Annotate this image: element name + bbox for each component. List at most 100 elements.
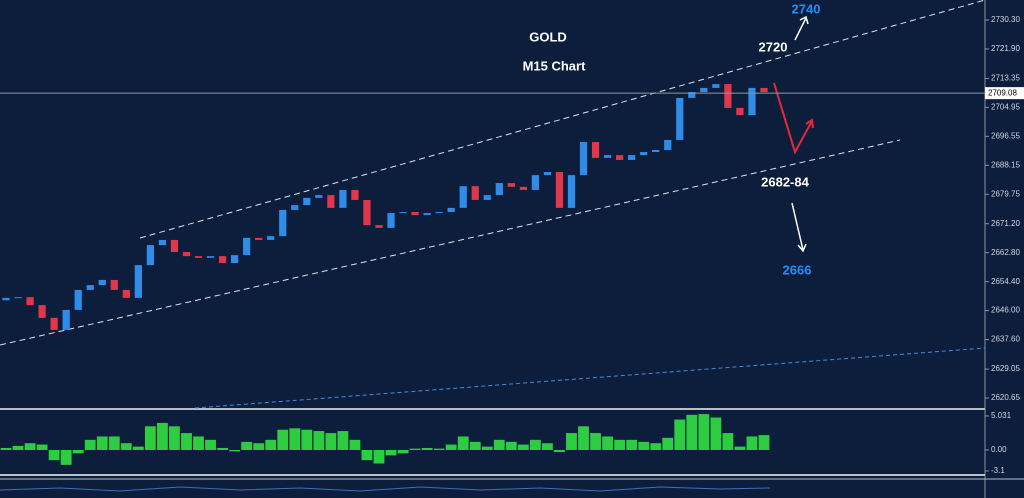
candle: [122, 289, 130, 298]
candle: [243, 237, 251, 256]
histogram-bar: [24, 443, 36, 450]
histogram-bar: [265, 439, 277, 450]
chart-title: GOLD: [529, 29, 567, 44]
histogram-bar: [421, 447, 433, 450]
candle: [231, 255, 239, 264]
candle: [315, 195, 323, 198]
candle: [676, 97, 684, 140]
histogram-bar: [313, 431, 325, 450]
y-tick-label: 2704.95: [991, 102, 1020, 111]
y-tick-label: 2654.40: [991, 277, 1020, 286]
candle: [616, 155, 624, 160]
candle: [724, 84, 732, 108]
candle: [351, 189, 359, 200]
histogram-bar: [349, 439, 361, 450]
candle: [688, 92, 696, 98]
histogram-bar: [253, 443, 265, 450]
y-tick-label: -3.1: [991, 466, 1005, 475]
histogram-bar: [229, 449, 241, 452]
candle: [603, 155, 612, 158]
histogram-bar: [662, 437, 674, 450]
histogram-bar: [181, 433, 192, 450]
candle: [471, 186, 479, 200]
histogram-bar: [746, 436, 758, 450]
histogram-bar: [457, 436, 469, 450]
bottom-indicator: [0, 486, 771, 492]
histogram-bar: [157, 422, 168, 450]
y-tick-label: 5.031: [991, 411, 1012, 420]
candle: [652, 149, 660, 153]
histogram-bar: [120, 443, 132, 450]
candle: [447, 207, 455, 213]
y-tick-label: 2629.05: [991, 364, 1020, 373]
candle: [50, 317, 58, 330]
histogram-bar: [373, 449, 385, 464]
histogram-bar: [169, 426, 180, 450]
histogram-bar: [542, 443, 553, 450]
histogram-bar: [529, 439, 541, 450]
candle: [640, 152, 648, 156]
candle: [531, 175, 539, 190]
histogram-bar: [698, 414, 710, 450]
histogram-bar: [132, 446, 144, 450]
histogram-bar: [638, 441, 650, 450]
histogram-bar: [48, 449, 60, 461]
candle: [146, 245, 154, 266]
histogram-bar: [325, 433, 337, 450]
histogram-bar: [361, 449, 373, 461]
histogram-bar: [734, 446, 746, 450]
candle: [98, 279, 106, 286]
histogram-bar: [36, 444, 48, 450]
candle: [327, 195, 335, 208]
candle: [38, 305, 46, 318]
candle: [158, 239, 167, 246]
histogram-bar: [602, 436, 613, 450]
histogram-bar: [758, 435, 770, 450]
candle: [712, 84, 720, 88]
candle: [760, 87, 768, 93]
histogram-bar: [686, 414, 698, 450]
candle: [664, 139, 672, 150]
candle: [567, 175, 576, 208]
candle: [555, 172, 564, 208]
histogram-bar: [409, 448, 421, 450]
candle: [579, 142, 588, 176]
y-tick-label: 2646.00: [991, 306, 1020, 315]
trend-line: [0, 139, 901, 346]
histogram-bar: [505, 441, 517, 450]
trend-line: [194, 347, 986, 409]
candle: [218, 256, 227, 264]
candle: [267, 236, 275, 240]
candle: [110, 279, 118, 290]
candle: [628, 155, 636, 160]
histogram-bar: [72, 449, 84, 454]
candle: [86, 285, 94, 290]
histogram-bar: [554, 449, 565, 453]
candle: [375, 225, 383, 228]
candle: [14, 297, 22, 299]
histogram-bar: [469, 441, 481, 450]
candle: [483, 195, 491, 200]
y-tick-label: 0.00: [991, 445, 1007, 454]
candle: [423, 213, 431, 216]
candle: [303, 197, 311, 206]
candle: [255, 237, 263, 240]
annotation: 2740: [792, 1, 821, 16]
current-price-label: 2709.08: [988, 88, 1017, 97]
candle: [591, 142, 600, 158]
current-price-box: [985, 87, 1024, 100]
histogram-bar: [566, 433, 577, 450]
candle: [748, 87, 756, 116]
y-tick-label: 2662.80: [991, 248, 1020, 257]
histogram-bar: [517, 444, 529, 450]
candle: [435, 212, 443, 214]
histogram-bar: [144, 426, 156, 450]
candle: [459, 186, 467, 208]
histogram-bar: [578, 426, 589, 450]
histogram-bar: [301, 429, 313, 450]
histogram-bar: [397, 449, 409, 454]
histogram-bar: [84, 439, 96, 450]
